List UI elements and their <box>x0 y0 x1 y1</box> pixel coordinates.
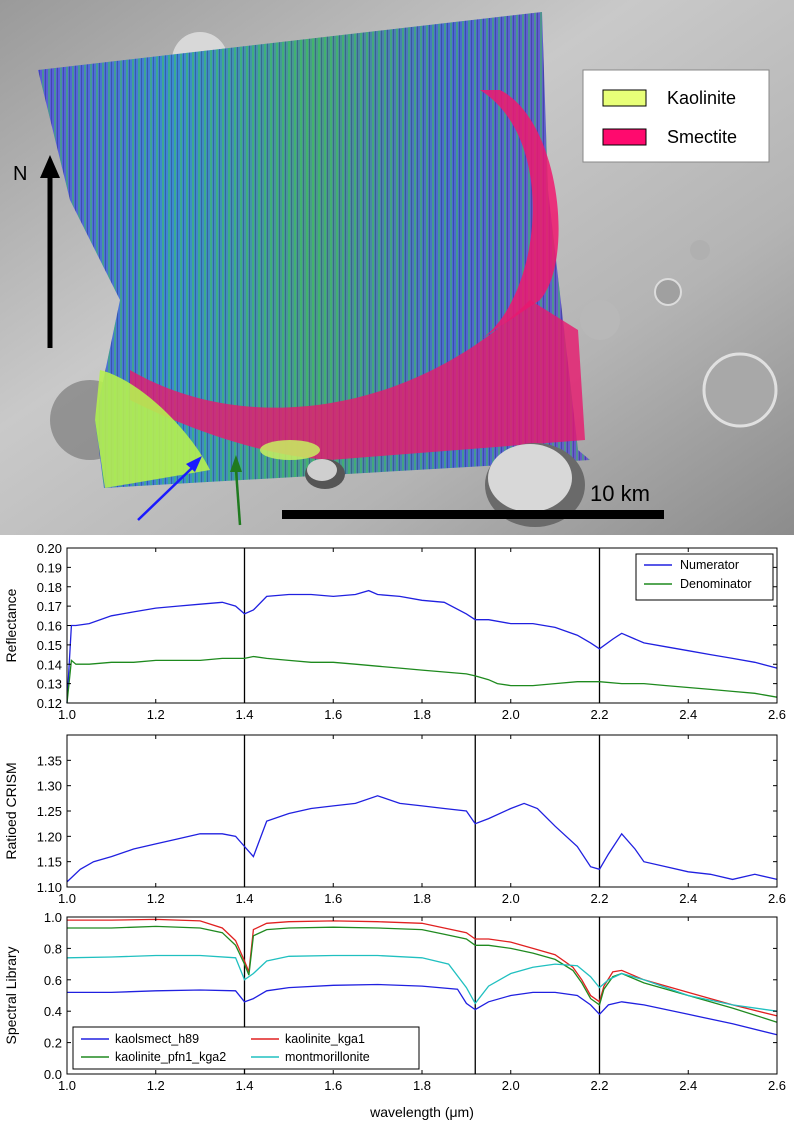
x-tick-label: 2.2 <box>590 891 608 906</box>
crism-map-image: N 10 km Kaolinite Smectite <box>0 0 794 535</box>
y-tick-label: 1.15 <box>37 855 62 870</box>
x-tick-label: 2.0 <box>502 891 520 906</box>
legend-label-kaolsmect-h89: kaolsmect_h89 <box>115 1032 199 1046</box>
x-axis-label: wavelength (μm) <box>369 1104 474 1120</box>
y-tick-label: 0.12 <box>37 696 62 711</box>
green-arrow <box>234 469 242 526</box>
y-tick-label: 1.10 <box>37 880 62 895</box>
y-tick-label: 0.14 <box>37 657 62 672</box>
x-tick-label: 2.2 <box>590 707 608 722</box>
y-tick-label: 0.13 <box>37 677 62 692</box>
x-tick-label: 1.6 <box>324 891 342 906</box>
spectra-charts: 1.0 1.2 1.4 1.6 1.8 2.0 2.2 2.4 2.6 0.12 0.13 0.14 0… <box>3 541 786 1120</box>
plot-frame <box>66 734 778 888</box>
x-tick-label: 2.6 <box>768 891 786 906</box>
y-axis-label: Spectral Library <box>3 946 19 1044</box>
scale-bar-label: 10 km <box>590 481 650 506</box>
x-tick-label: 1.0 <box>58 707 76 722</box>
reflectance-chart: 1.0 1.2 1.4 1.6 1.8 2.0 2.2 2.4 2.6 0.12 0.13 0.14 0… <box>3 541 786 722</box>
legend-box <box>72 1026 420 1070</box>
x-tick-label: 1.4 <box>235 1078 253 1093</box>
y-tick-label: 0.8 <box>44 941 62 956</box>
y-tick-label: 0.0 <box>44 1067 62 1082</box>
legend-label-denominator: Denominator <box>680 577 752 591</box>
legend-label-kaolinite-kga1: kaolinite_kga1 <box>285 1032 365 1046</box>
green-arrow-head-icon <box>230 455 242 472</box>
spectral-library-chart: 1.0 1.2 1.4 1.6 1.8 2.0 2.2 2.4 2.6 0.0 0.2 0.4 0.6 0… <box>3 910 786 1093</box>
x-tick-label: 2.0 <box>502 1078 520 1093</box>
legend-label-kaolinite-pfn1-kga2: kaolinite_pfn1_kga2 <box>115 1050 226 1064</box>
y-tick-label: 0.6 <box>44 973 62 988</box>
x-tick-label: 1.0 <box>58 891 76 906</box>
x-tick-label: 1.8 <box>413 891 431 906</box>
y-tick-label: 0.20 <box>37 541 62 556</box>
blue-arrow-head-icon <box>186 456 202 472</box>
chart-legend: Numerator Denominator <box>635 553 774 601</box>
y-tick-label: 0.4 <box>44 1004 62 1019</box>
x-tick-label: 1.2 <box>147 707 165 722</box>
y-tick-label: 0.18 <box>37 580 62 595</box>
series-line-kaolinite-kga1 <box>67 918 778 1017</box>
x-tick-label: 2.2 <box>590 1078 608 1093</box>
x-tick-label: 2.6 <box>768 707 786 722</box>
legend-swatch-kaolinite <box>602 89 647 107</box>
scale-bar <box>282 510 664 519</box>
y-tick-label: 1.20 <box>37 829 62 844</box>
x-tick-label: 1.0 <box>58 1078 76 1093</box>
plot-frame <box>66 547 778 704</box>
y-tick-label: 1.30 <box>37 779 62 794</box>
y-tick-label: 1.35 <box>37 753 62 768</box>
north-label: N <box>13 163 27 185</box>
legend-label-smectite: Smectite <box>667 127 737 147</box>
y-tick-label: 0.2 <box>44 1036 62 1051</box>
x-tick-label: 1.4 <box>235 707 253 722</box>
x-tick-label: 1.2 <box>147 1078 165 1093</box>
x-tick-label: 1.8 <box>413 707 431 722</box>
legend-label-numerator: Numerator <box>680 558 739 572</box>
series-line-montmorillonite <box>66 954 778 1012</box>
series-line-numerator <box>66 589 778 704</box>
legend-label-montmorillonite: montmorillonite <box>285 1050 370 1064</box>
x-tick-label: 2.0 <box>502 707 520 722</box>
series-line-denominator <box>66 655 778 704</box>
x-tick-label: 2.6 <box>768 1078 786 1093</box>
blue-arrow <box>137 467 193 521</box>
series-line-kaolsmect-h89 <box>67 983 778 1036</box>
x-tick-label: 1.6 <box>324 1078 342 1093</box>
y-tick-label: 1.0 <box>44 910 62 925</box>
x-tick-label: 2.4 <box>679 1078 697 1093</box>
x-tick-label: 2.4 <box>679 707 697 722</box>
x-tick-label: 1.2 <box>147 891 165 906</box>
ratioed-crism-chart: 1.0 1.2 1.4 1.6 1.8 2.0 2.2 2.4 2.6 1.10 1.15 1.20 1… <box>3 734 786 906</box>
legend-box <box>635 553 774 601</box>
chart-legend: kaolsmect_h89 kaolinite_kga1 kaolinite_pfn… <box>72 1026 420 1070</box>
x-tick-label: 1.4 <box>235 891 253 906</box>
x-tick-label: 1.8 <box>413 1078 431 1093</box>
plot-area <box>67 735 777 887</box>
series-line <box>66 795 778 883</box>
plot-frame <box>66 916 778 1075</box>
legend-swatch-smectite <box>602 128 647 146</box>
y-tick-label: 0.17 <box>37 599 62 614</box>
y-axis-label: Ratioed CRISM <box>3 762 19 859</box>
x-tick-label: 1.6 <box>324 707 342 722</box>
y-tick-label: 0.16 <box>37 619 62 634</box>
y-tick-label: 1.25 <box>37 804 62 819</box>
y-axis-label: Reflectance <box>3 588 19 662</box>
legend-label-kaolinite: Kaolinite <box>667 88 736 108</box>
x-tick-label: 2.4 <box>679 891 697 906</box>
map-legend: Kaolinite Smectite <box>582 69 770 163</box>
north-arrow-head-icon <box>40 155 60 178</box>
y-tick-label: 0.19 <box>37 560 62 575</box>
y-tick-label: 0.15 <box>37 638 62 653</box>
